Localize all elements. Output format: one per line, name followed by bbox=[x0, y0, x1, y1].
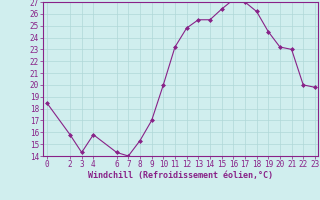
X-axis label: Windchill (Refroidissement éolien,°C): Windchill (Refroidissement éolien,°C) bbox=[88, 171, 273, 180]
